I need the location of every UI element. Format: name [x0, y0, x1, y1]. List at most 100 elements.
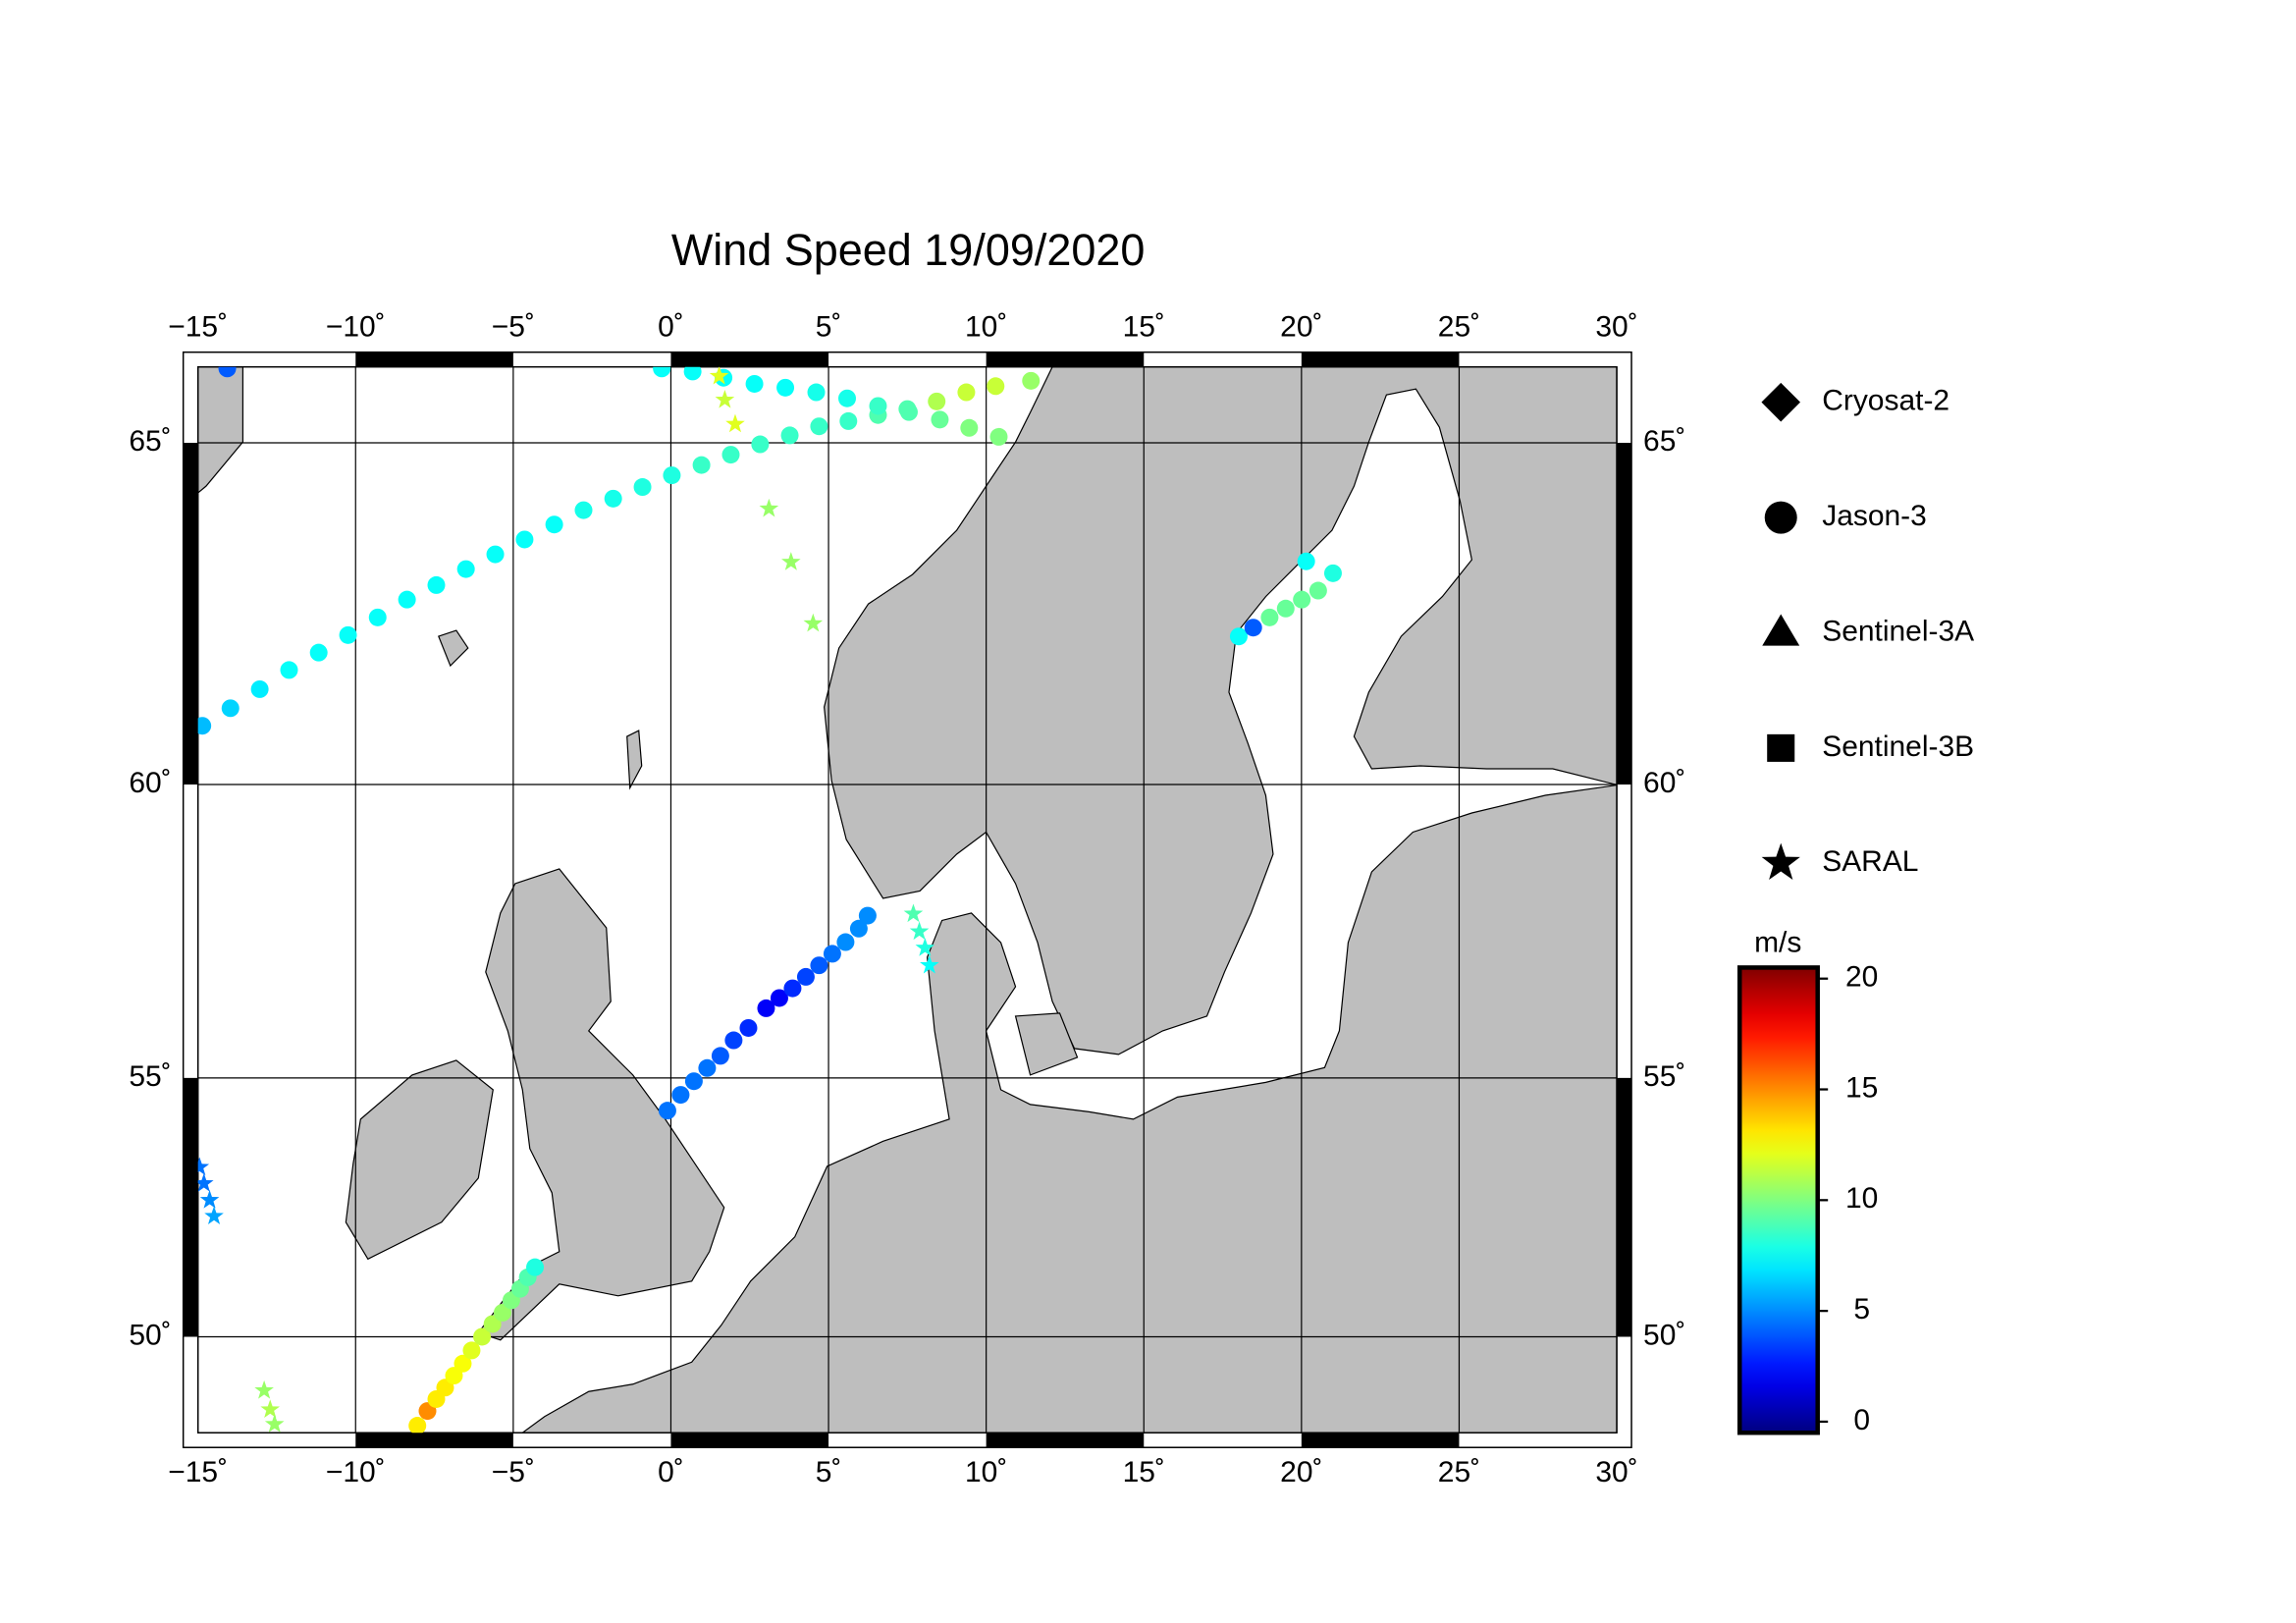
star-point	[260, 1399, 281, 1418]
colorbar-tick-label: 10	[1845, 1182, 1878, 1215]
legend-label: Sentinel-3A	[1822, 615, 1974, 647]
colorbar-tick-label: 5	[1853, 1293, 1870, 1325]
y-tick-label: 65˚	[129, 425, 171, 458]
point	[858, 906, 877, 925]
x-tick-label: 0˚	[658, 311, 684, 344]
legend-marker	[1761, 382, 1801, 422]
point	[838, 389, 857, 407]
great-britain	[477, 868, 725, 1341]
point	[684, 1072, 703, 1091]
point	[1244, 619, 1262, 637]
point	[849, 919, 868, 938]
point	[721, 446, 740, 464]
point	[783, 979, 802, 998]
point	[658, 1102, 676, 1120]
frame-bar	[986, 1433, 1145, 1448]
point	[796, 967, 815, 986]
point	[280, 661, 298, 679]
chart-title: Wind Speed 19/09/2020	[671, 225, 1146, 275]
point	[197, 717, 212, 735]
star-point	[915, 938, 935, 956]
point	[515, 530, 534, 549]
x-tick-label: 10˚	[965, 311, 1007, 344]
legend-marker	[1764, 501, 1797, 534]
point	[493, 1303, 511, 1322]
point	[221, 699, 240, 718]
colorbar-tick-label: 15	[1845, 1071, 1878, 1104]
x-tick-label: −15˚	[168, 311, 228, 344]
y-tick-label: 55˚	[1643, 1060, 1685, 1093]
star-point	[725, 413, 745, 433]
x-tick-label: −15˚	[168, 1456, 228, 1488]
point	[408, 1417, 427, 1434]
marks	[197, 366, 1342, 1434]
point	[683, 366, 702, 381]
x-tick-label: 5˚	[816, 1456, 842, 1488]
point	[574, 501, 593, 519]
point	[671, 1086, 690, 1105]
star-point	[204, 1206, 224, 1225]
point	[692, 456, 711, 474]
point	[339, 625, 357, 644]
star-point	[199, 1190, 220, 1209]
x-tick-label: 15˚	[1123, 311, 1165, 344]
x-tick-label: 0˚	[658, 1456, 684, 1488]
point	[1293, 590, 1311, 609]
x-tick-label: −5˚	[492, 311, 535, 344]
point	[836, 933, 855, 951]
star-point	[715, 389, 735, 408]
point	[398, 590, 416, 609]
iceland	[197, 366, 243, 494]
frame-bar	[670, 352, 829, 367]
point	[960, 418, 979, 437]
point	[604, 489, 622, 508]
legend-marker	[1762, 614, 1800, 646]
point	[483, 1315, 502, 1333]
colorbar-tick-label: 0	[1853, 1404, 1870, 1436]
colorbar-fill	[1736, 965, 1820, 1435]
point	[928, 392, 946, 410]
legend-marker	[1767, 733, 1795, 762]
x-tick-label: 20˚	[1280, 311, 1322, 344]
legend-marker	[1761, 842, 1800, 880]
frame-bar	[986, 352, 1145, 367]
point	[1297, 552, 1315, 570]
frame-bar	[183, 1077, 198, 1337]
legend-label: Sentinel-3B	[1822, 730, 1974, 763]
star-point	[254, 1380, 274, 1399]
point	[462, 1341, 481, 1360]
scandinavia	[824, 366, 1618, 1055]
x-tick-label: 5˚	[816, 311, 842, 344]
point	[869, 397, 887, 415]
x-tick-label: 25˚	[1438, 1456, 1480, 1488]
frame-bar	[355, 1433, 513, 1448]
colorbar: m/s 0 5 10 15 20	[1736, 926, 1878, 1436]
point	[473, 1327, 492, 1346]
x-tick-label: −5˚	[492, 1456, 535, 1488]
star-point	[909, 921, 930, 941]
point	[633, 478, 652, 496]
point	[309, 643, 328, 662]
point	[724, 1031, 743, 1050]
point	[456, 560, 475, 578]
point	[770, 989, 788, 1007]
legend-label: SARAL	[1822, 845, 1918, 878]
star-point	[781, 552, 801, 570]
y-tick-label: 60˚	[129, 767, 171, 799]
faroe	[438, 629, 469, 668]
point	[1323, 564, 1342, 582]
point	[711, 1047, 729, 1065]
point	[957, 383, 976, 402]
frame-bar	[1301, 1433, 1460, 1448]
point	[663, 466, 681, 485]
danish-islands	[1014, 1012, 1079, 1076]
x-tick-label: −10˚	[326, 311, 386, 344]
x-tick-label: 30˚	[1595, 311, 1637, 344]
frame-outer	[182, 351, 1632, 1448]
point	[1260, 608, 1279, 626]
point	[823, 945, 841, 963]
point	[839, 411, 858, 430]
y-tick-label: 50˚	[129, 1319, 171, 1351]
frame-bar	[1617, 1077, 1632, 1337]
